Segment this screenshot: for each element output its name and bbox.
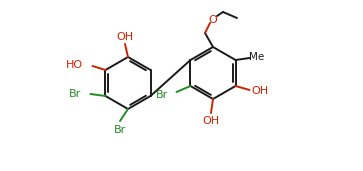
Text: OH: OH <box>117 32 134 42</box>
Text: Me: Me <box>249 52 264 62</box>
Text: O: O <box>209 15 217 25</box>
Text: Br: Br <box>114 125 126 135</box>
Text: Br: Br <box>69 89 81 99</box>
Text: OH: OH <box>203 116 220 126</box>
Text: Br: Br <box>156 90 168 100</box>
Text: HO: HO <box>66 60 83 70</box>
Text: OH: OH <box>251 86 268 96</box>
